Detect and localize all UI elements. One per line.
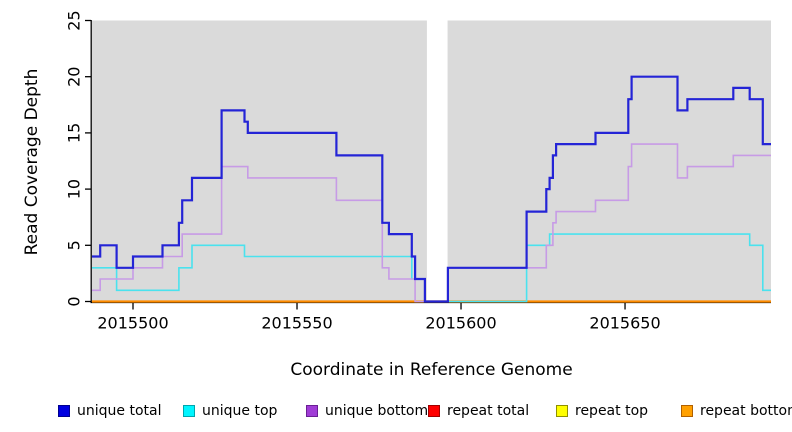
legend-swatch-repeat-bottom <box>681 405 693 417</box>
x-tick-label: 2015650 <box>589 314 660 333</box>
legend-swatch-repeat-total <box>428 405 440 417</box>
legend: unique total unique top unique bottom repea… <box>0 402 792 428</box>
legend-swatch-unique-total <box>58 405 70 417</box>
masked-region <box>426 20 448 301</box>
x-axis-title: Coordinate in Reference Genome <box>290 360 573 380</box>
x-axis-ticks: 2015500 2015550 2015600 2015650 <box>97 302 661 333</box>
y-tick-label: 10 <box>65 179 84 199</box>
y-tick-label: 20 <box>65 67 84 87</box>
legend-item-repeat-bottom: repeat bottom <box>681 402 792 420</box>
series-unique-total <box>92 75 771 303</box>
legend-item-repeat-total: repeat total <box>428 402 529 420</box>
y-tick-label: 5 <box>65 240 84 250</box>
x-tick-label: 2015600 <box>425 314 496 333</box>
legend-label: unique top <box>202 403 278 419</box>
y-tick-label: 15 <box>65 123 84 143</box>
legend-item-unique-total: unique total <box>58 402 161 420</box>
legend-item-unique-top: unique top <box>183 402 277 420</box>
legend-label: unique bottom <box>325 403 429 419</box>
y-axis-ticks: 0 5 10 15 20 25 <box>65 10 91 307</box>
legend-swatch-repeat-top <box>556 405 568 417</box>
x-tick-label: 2015500 <box>97 314 168 333</box>
x-tick-label: 2015550 <box>261 314 332 333</box>
legend-label: repeat top <box>575 403 649 419</box>
legend-label: repeat total <box>447 403 530 419</box>
legend-swatch-unique-top <box>183 405 195 417</box>
legend-item-repeat-top: repeat top <box>556 402 648 420</box>
legend-label: unique total <box>77 403 162 419</box>
legend-swatch-unique-bottom <box>306 405 318 417</box>
legend-item-unique-bottom: unique bottom <box>306 402 428 420</box>
legend-label: repeat bottom <box>700 403 792 419</box>
y-tick-label: 25 <box>65 10 84 30</box>
y-tick-label: 0 <box>65 296 84 306</box>
